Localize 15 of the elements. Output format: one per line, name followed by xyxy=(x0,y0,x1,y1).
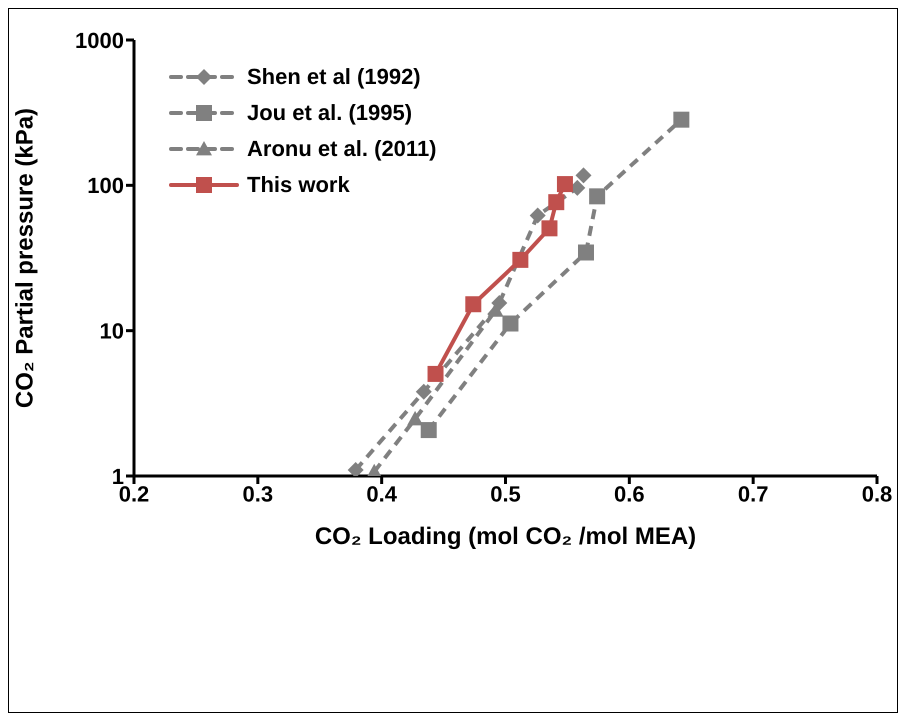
x-tick-label: 0.4 xyxy=(366,482,398,507)
x-tick-label: 0.5 xyxy=(490,482,521,507)
x-axis-title: CO₂ Loading (mol CO₂ /mol MEA) xyxy=(314,523,696,550)
y-axis-title: CO₂ Partial pressure (kPa) xyxy=(12,108,39,408)
x-tick-label: 0.6 xyxy=(614,482,645,507)
y-tick-label: 1000 xyxy=(75,28,124,53)
y-tick-label: 100 xyxy=(87,173,124,198)
legend-label: This work xyxy=(247,172,350,198)
x-tick-label: 0.8 xyxy=(862,482,892,507)
y-tick-label: 10 xyxy=(100,318,124,344)
x-tick-label: 0.3 xyxy=(242,482,274,507)
legend-label: Jou et al. (1995) xyxy=(247,100,412,126)
legend-label: Aronu et al. (2011) xyxy=(247,136,437,162)
legend-label: Shen et al (1992) xyxy=(247,64,421,90)
x-tick-label: 0.7 xyxy=(738,482,768,507)
